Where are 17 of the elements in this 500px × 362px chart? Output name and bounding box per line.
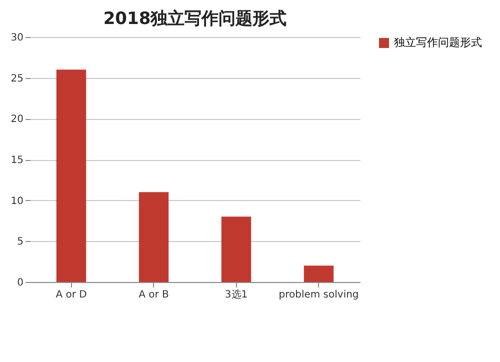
y-tick-label: 5 — [17, 236, 24, 248]
x-tick-label: A or B — [138, 290, 170, 300]
bar — [56, 70, 86, 282]
y-tick-label: 25 — [10, 73, 24, 84]
y-tick-label: 15 — [10, 155, 24, 166]
bar — [304, 266, 334, 282]
x-tick-label: A or D — [56, 290, 88, 300]
y-tick-label: 0 — [17, 278, 24, 288]
bar — [221, 216, 252, 282]
legend-label: 独立写作问题形式 — [394, 36, 482, 49]
bar — [138, 192, 169, 282]
x-tick-label: 3选1 — [224, 288, 248, 300]
y-tick-label: 30 — [10, 32, 24, 44]
x-tick-label: problem solving — [278, 290, 359, 300]
chart-title: 2018独立写作问题形式 — [103, 9, 287, 29]
y-tick-label: 20 — [10, 114, 24, 126]
y-tick-label: 10 — [10, 196, 24, 207]
